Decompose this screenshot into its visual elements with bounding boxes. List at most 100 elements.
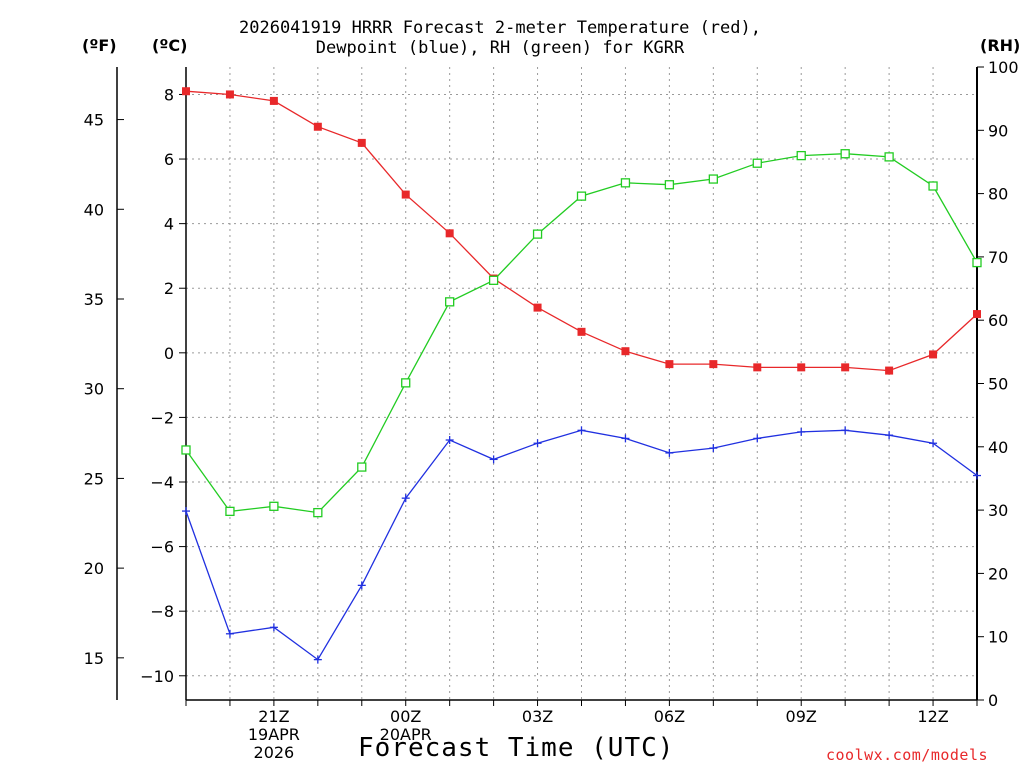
data-point-rh [269,501,279,511]
celsius-tick-label: −6 [150,538,174,557]
fahrenheit-tick-label: 45 [84,111,104,130]
series-dewpoint [182,426,981,664]
fahrenheit-tick-label: 25 [84,469,104,488]
data-point-temperature [665,360,674,369]
data-point-temperature [401,190,410,199]
data-point-rh [576,191,587,201]
celsius-tick-label: 0 [164,344,174,363]
data-point-temperature [929,350,938,359]
fahrenheit-tick-label: 20 [84,559,104,578]
rh-tick-label: 100 [988,58,1019,77]
rh-tick-label: 0 [988,691,998,710]
data-point-dewpoint [313,655,322,664]
data-point-dewpoint [182,507,190,516]
data-point-temperature [885,366,894,375]
series-temperature [182,87,981,375]
celsius-tick-label: −4 [150,473,174,492]
celsius-tick-label: 2 [164,279,174,298]
rh-tick-label: 20 [988,564,1008,583]
data-point-dewpoint [841,426,850,435]
data-point-temperature [577,327,586,336]
data-point-dewpoint [401,494,410,503]
data-point-dewpoint [885,431,894,440]
chart-title-line1: 2026041919 HRRR Forecast 2-meter Tempera… [239,18,761,38]
data-point-rh [357,462,367,472]
fahrenheit-tick-label: 15 [84,649,104,668]
series-rh [181,149,982,518]
data-point-rh [840,149,850,159]
data-point-dewpoint [577,426,586,435]
data-point-dewpoint [357,581,366,590]
data-point-dewpoint [797,427,806,436]
x-tick-label: 21Z [258,707,289,726]
data-point-dewpoint [929,439,938,448]
data-point-dewpoint [269,623,278,632]
x-tick-label: 06Z [654,707,685,726]
data-point-temperature [269,96,278,105]
rh-tick-label: 30 [988,501,1008,520]
x-tick-label: 00Z [390,707,421,726]
rh-tick-label: 80 [988,185,1008,204]
data-point-dewpoint [973,471,981,480]
rh-tick-label: 70 [988,248,1008,267]
data-point-dewpoint [709,444,718,453]
x-tick-label: 20APR [380,725,432,744]
data-point-rh [488,275,499,285]
celsius-tick-label: −10 [140,667,174,686]
data-point-dewpoint [665,448,674,457]
data-point-temperature [357,138,366,147]
rh-tick-label: 60 [988,311,1008,330]
data-point-rh [796,150,806,161]
x-tick-label: 2026 [254,743,295,762]
data-point-rh [532,229,543,239]
fahrenheit-tick-label: 30 [84,380,104,399]
fahrenheit-unit-label: (ºF) [82,36,117,55]
celsius-tick-label: −8 [150,602,174,621]
celsius-tick-label: 6 [164,150,174,169]
rh-tick-label: 50 [988,375,1008,394]
data-point-temperature [182,87,190,96]
data-point-rh [225,506,235,517]
data-point-rh [401,378,411,388]
fahrenheit-tick-label: 35 [84,290,104,309]
data-point-temperature [533,303,542,312]
celsius-tick-label: 8 [164,85,174,104]
data-point-rh [445,297,455,307]
rh-tick-label: 10 [988,628,1008,647]
data-point-dewpoint [225,629,234,638]
chart-title-line2: Dewpoint (blue), RH (green) for KGRR [315,38,685,58]
data-point-dewpoint [533,439,542,448]
data-point-rh [708,174,718,184]
data-point-dewpoint [621,434,630,443]
rh-tick-label: 40 [988,438,1008,457]
data-point-rh [752,158,762,168]
celsius-tick-label: 4 [164,215,174,234]
x-tick-label: 12Z [917,707,948,726]
celsius-tick-label: −2 [150,408,174,427]
data-point-rh [928,181,938,191]
x-tick-label: 19APR [248,725,300,744]
data-point-rh [620,178,631,188]
data-point-temperature [709,360,718,369]
data-point-rh [972,257,982,268]
data-point-dewpoint [445,436,454,445]
data-point-temperature [313,122,322,131]
x-tick-label: 03Z [522,707,553,726]
data-point-temperature [797,363,806,372]
data-point-rh [181,445,191,455]
data-point-rh [664,180,675,190]
x-tick-label: 09Z [786,707,817,726]
data-point-temperature [225,90,234,99]
data-point-rh [884,152,894,162]
rh-tick-label: 90 [988,121,1008,140]
celsius-unit-label: (ºC) [152,36,188,55]
data-point-temperature [841,363,850,372]
data-point-rh [313,507,323,518]
data-point-dewpoint [753,434,762,443]
rh-unit-label: (RH) [980,36,1021,55]
data-point-temperature [621,347,630,356]
data-point-dewpoint [489,455,498,464]
data-point-temperature [445,229,454,238]
source-credit: coolwx.com/models [826,746,989,764]
